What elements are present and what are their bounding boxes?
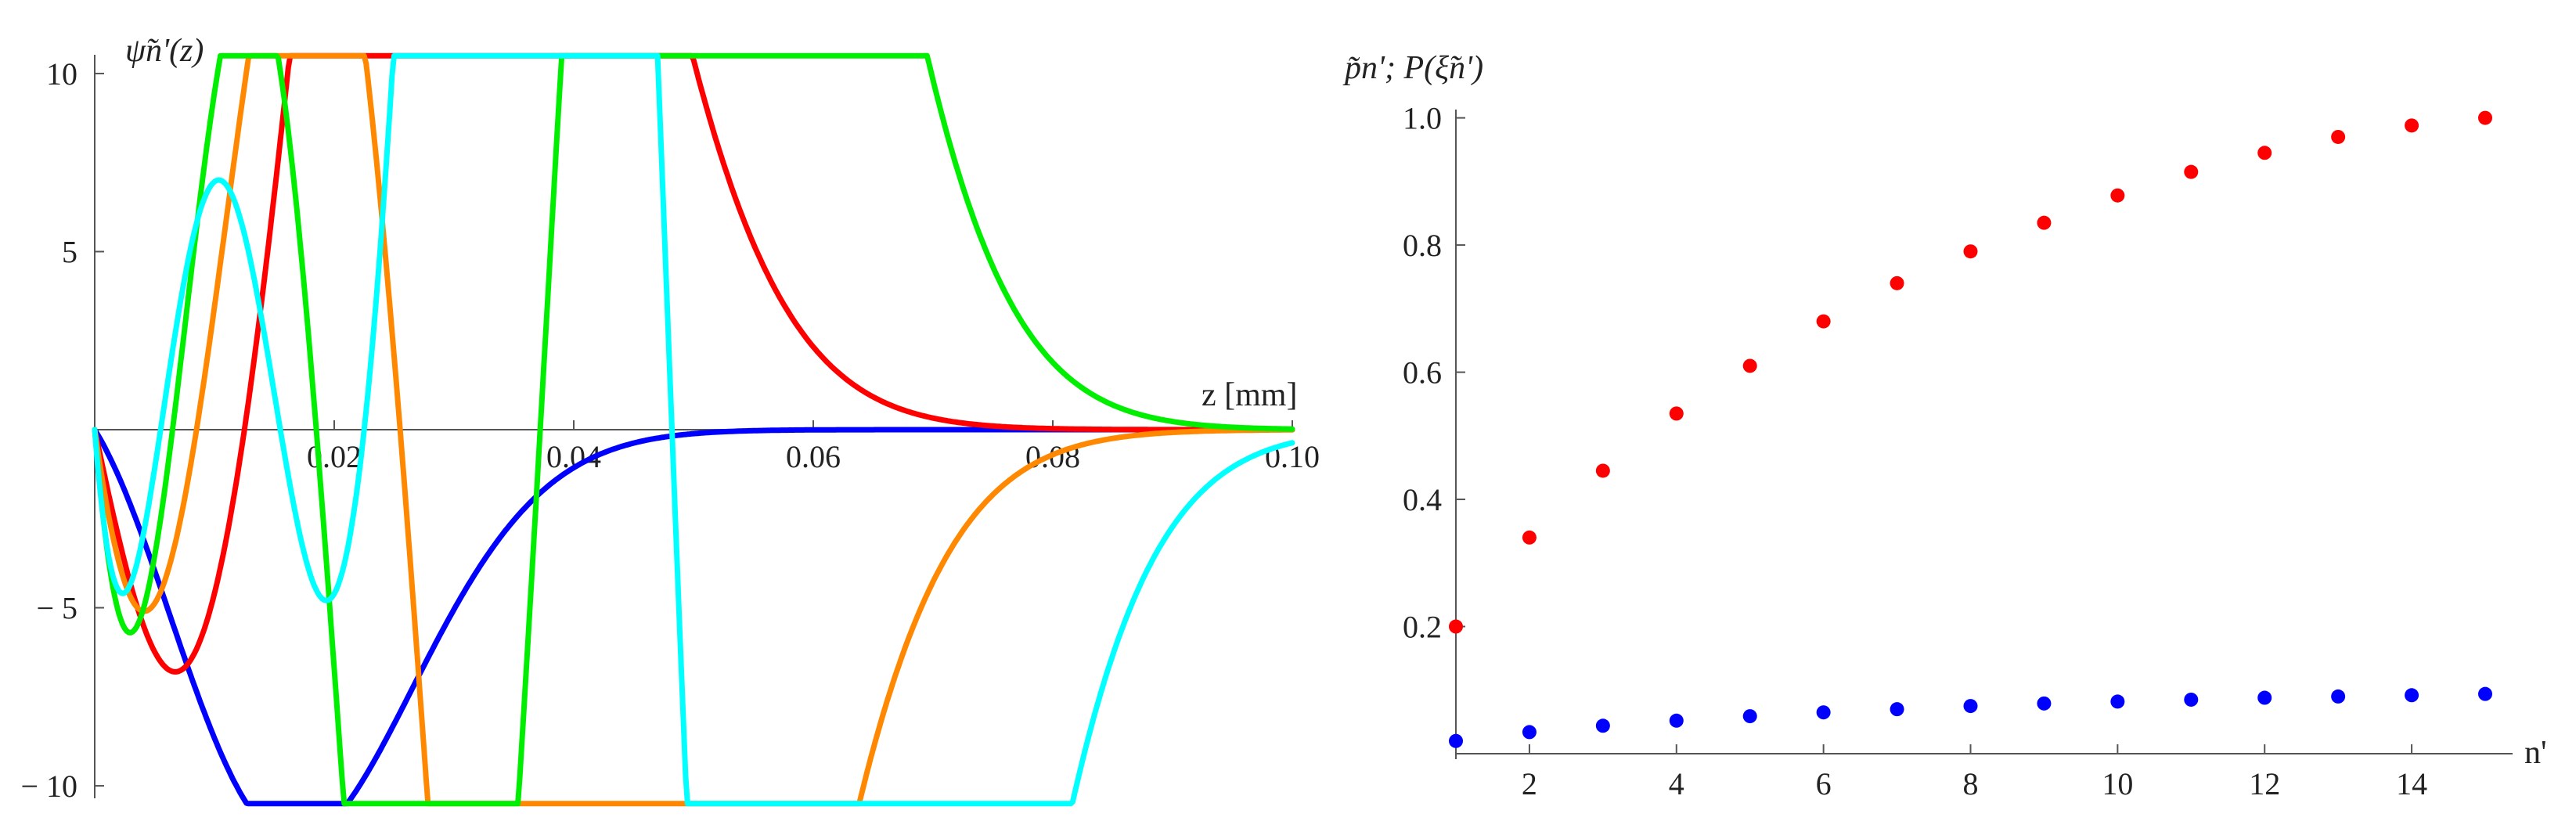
data-point — [2110, 188, 2125, 203]
data-point — [1595, 718, 1610, 733]
wavefunction-line — [92, 427, 1295, 807]
left-y-axis-title: ψ̃n'(z) — [125, 33, 204, 69]
data-point — [2257, 146, 2272, 160]
right-x-tick-label: 6 — [1816, 766, 1832, 801]
data-point — [2184, 692, 2199, 707]
wavefunction-curves — [92, 52, 1295, 807]
data-point — [2478, 686, 2492, 701]
data-point — [1449, 619, 1463, 634]
data-point — [1890, 275, 1904, 290]
data-point — [2478, 110, 2492, 125]
right-x-axis-title: n' — [2524, 735, 2547, 771]
wavefunction-line — [92, 52, 1295, 807]
right-y-tick-label: 0.8 — [1403, 228, 1442, 263]
right-x-tick-label: 10 — [2102, 766, 2133, 801]
wavefunction-line — [92, 52, 1295, 807]
left-y-tick-label: 5 — [62, 234, 77, 269]
right-y-tick-label: 0.6 — [1403, 355, 1442, 391]
right-axis-ticks: 2 4 6 8 10 12 14 0.2 0.4 0.6 0.8 1.0 — [1403, 101, 2427, 801]
right-y-tick-label: 1.0 — [1403, 101, 1442, 136]
left-y-tick-label: − 10 — [20, 769, 77, 804]
probability-points — [1449, 110, 2492, 748]
left-y-tick-label: − 5 — [36, 591, 77, 626]
data-point — [2110, 694, 2125, 709]
data-point — [1669, 713, 1684, 728]
right-y-axis-title: p̃n'; P(ξ̃n') — [1342, 50, 1483, 86]
right-x-tick-label: 4 — [1669, 766, 1684, 801]
data-point — [2405, 688, 2419, 703]
data-point — [1816, 314, 1831, 329]
data-point — [1742, 709, 1757, 724]
data-point — [2331, 689, 2346, 704]
data-point — [2037, 696, 2052, 711]
data-point — [2257, 690, 2272, 705]
data-point — [2331, 129, 2346, 144]
right-y-tick-label: 0.4 — [1403, 482, 1442, 517]
data-point — [1963, 699, 1978, 714]
right-x-tick-label: 2 — [1522, 766, 1537, 801]
probability-chart: 2 4 6 8 10 12 140.20.40.60.81.0 p̃n'; P(ξ̃n') … — [1342, 50, 2547, 801]
data-point — [2037, 215, 2052, 230]
data-point — [1595, 463, 1610, 478]
data-point — [1890, 702, 1904, 717]
left-y-tick-label: 10 — [46, 56, 77, 92]
right-y-tick-label: 0.2 — [1403, 610, 1442, 645]
data-point — [1522, 530, 1537, 545]
data-point — [1742, 358, 1757, 373]
data-point — [2405, 118, 2419, 133]
data-point — [1669, 406, 1684, 421]
left-x-axis-title: z [mm] — [1202, 377, 1297, 413]
left-x-tick-label: 0.06 — [786, 439, 841, 474]
data-point — [1449, 733, 1463, 748]
right-x-tick-label: 8 — [1963, 766, 1979, 801]
right-x-tick-label: 12 — [2249, 766, 2280, 801]
data-point — [1963, 244, 1978, 259]
data-point — [1522, 725, 1537, 740]
right-x-tick-label: 14 — [2396, 766, 2427, 801]
wavefunction-line — [92, 52, 1295, 675]
data-point — [1816, 705, 1831, 720]
data-point — [2184, 164, 2199, 179]
